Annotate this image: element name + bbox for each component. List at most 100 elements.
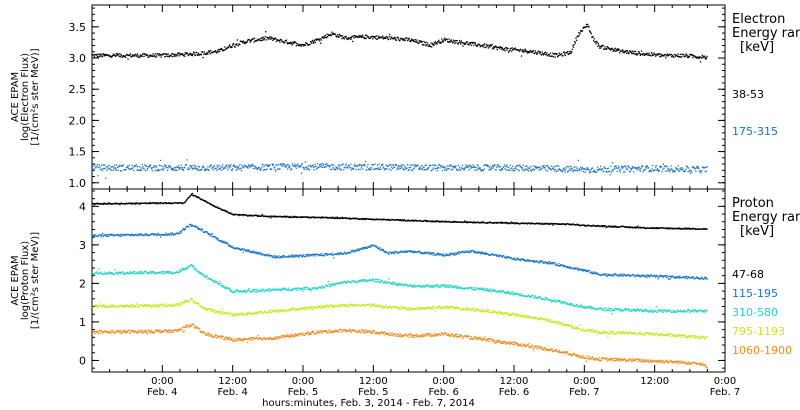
- electron-data-point: [183, 53, 185, 56]
- proton-data-point: [595, 273, 597, 275]
- electron-data-point: [463, 168, 465, 171]
- proton-data-point: [646, 274, 648, 276]
- proton-data-point: [375, 278, 377, 281]
- proton-data-point: [647, 274, 649, 276]
- electron-data-point: [506, 164, 508, 166]
- electron-data-point: [549, 55, 551, 57]
- proton-data-point: [308, 255, 311, 257]
- proton-data-point: [186, 198, 188, 201]
- electron-data-point: [694, 167, 696, 169]
- electron-data-point: [229, 165, 231, 168]
- electron-data-point: [453, 39, 455, 41]
- proton-data-point: [165, 232, 167, 234]
- electron-data-point: [372, 164, 374, 166]
- proton-data-point: [238, 214, 240, 217]
- electron-data-point: [197, 165, 200, 167]
- proton-data-point: [147, 273, 149, 275]
- electron-data-point: [276, 39, 278, 41]
- electron-data-point: [209, 166, 211, 168]
- electron-data-point: [336, 167, 338, 169]
- proton-data-point: [684, 228, 686, 230]
- proton-data-point: [254, 252, 256, 254]
- proton-data-point: [354, 251, 356, 253]
- electron-data-point: [505, 47, 507, 49]
- proton-data-point: [278, 255, 280, 257]
- electron-data-point: [626, 168, 628, 170]
- proton-data-point: [336, 217, 338, 219]
- proton-data-point: [575, 224, 578, 226]
- proton-data-point: [134, 203, 136, 205]
- proton-data-point: [142, 271, 144, 274]
- electron-data-point: [185, 53, 187, 55]
- electron-data-point: [659, 56, 661, 58]
- electron-data-point: [115, 53, 117, 55]
- electron-data-point: [317, 163, 319, 165]
- proton-data-point: [445, 253, 447, 255]
- electron-data-point: [629, 51, 631, 53]
- electron-data-point: [268, 36, 270, 39]
- proton-data-point: [255, 291, 257, 293]
- proton-data-point: [564, 224, 566, 226]
- proton-data-point: [260, 254, 262, 256]
- electron-data-point: [458, 42, 460, 44]
- electron-data-point: [507, 169, 509, 171]
- proton-data-point: [650, 274, 653, 276]
- proton-data-point: [133, 202, 136, 204]
- electron-data-point: [432, 167, 435, 169]
- proton-data-point: [289, 216, 291, 219]
- electron-data-point: [175, 166, 178, 168]
- proton-data-point: [290, 289, 292, 291]
- proton-data-point: [339, 283, 341, 285]
- electron-data-point: [342, 36, 344, 39]
- proton-data-point: [194, 267, 196, 269]
- electron-data-point: [103, 168, 105, 170]
- electron-data-point: [366, 169, 368, 171]
- proton-data-point: [685, 227, 688, 229]
- electron-data-point: [588, 26, 590, 28]
- proton-data-point: [380, 279, 382, 281]
- proton-data-point: [102, 232, 104, 234]
- proton-data-point: [596, 272, 598, 274]
- electron-data-point: [447, 165, 449, 167]
- proton-data-point: [407, 219, 409, 221]
- proton-data-point: [119, 272, 121, 274]
- electron-data-point: [340, 35, 342, 37]
- electron-data-point: [618, 48, 620, 50]
- electron-data-point: [612, 170, 614, 172]
- electron-data-point: [390, 169, 392, 171]
- electron-data-point: [152, 53, 154, 55]
- proton-data-point: [362, 280, 364, 282]
- proton-series-115-195: [92, 223, 708, 281]
- proton-data-point: [261, 289, 263, 291]
- electron-data-point: [462, 45, 464, 47]
- proton-data-point: [456, 253, 458, 255]
- electron-data-point: [246, 40, 249, 42]
- electron-data-point: [522, 51, 524, 53]
- electron-data-point: [469, 164, 471, 166]
- electron-data-point: [112, 169, 114, 172]
- proton-data-point: [498, 256, 500, 258]
- proton-data-point: [655, 276, 657, 278]
- proton-data-point: [526, 223, 529, 225]
- proton-data-point: [203, 274, 205, 276]
- electron-data-point: [552, 167, 554, 169]
- electron-data-point: [396, 167, 399, 169]
- proton-data-point: [455, 253, 458, 256]
- electron-data-point: [430, 42, 432, 44]
- electron-data-point: [169, 165, 171, 167]
- electron-data-point: [702, 56, 705, 59]
- proton-data-point: [282, 256, 285, 258]
- proton-data-point: [375, 281, 377, 283]
- electron-data-point: [323, 37, 325, 39]
- proton-data-point: [110, 234, 112, 236]
- electron-data-point: [271, 37, 273, 39]
- electron-data-point: [486, 45, 488, 48]
- proton-data-point: [117, 273, 119, 275]
- proton-data-point: [248, 288, 250, 290]
- electron-data-point: [684, 55, 686, 57]
- proton-data-point: [235, 289, 237, 292]
- proton-data-point: [249, 251, 251, 254]
- proton-data-point: [431, 220, 433, 222]
- proton-data-point: [131, 234, 133, 236]
